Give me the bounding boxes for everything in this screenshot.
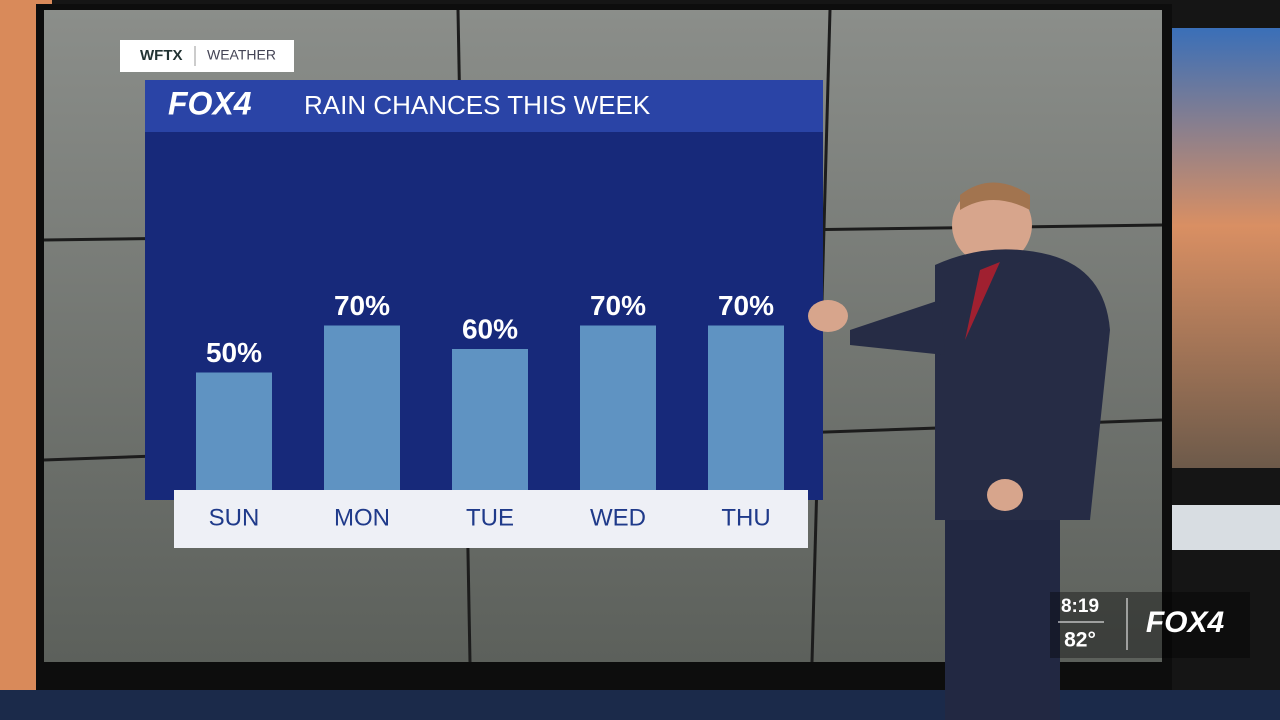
station-name: WFTX	[140, 47, 183, 64]
value-label: 70%	[334, 290, 390, 321]
category-label: WED	[590, 504, 646, 531]
category-label: MON	[334, 504, 390, 531]
category-strip	[174, 490, 808, 548]
bug-temperature: 82°	[1064, 629, 1096, 652]
bar	[708, 325, 784, 490]
bar	[580, 325, 656, 490]
bar	[452, 349, 528, 490]
category-label: TUE	[466, 504, 514, 531]
side-screen	[1166, 28, 1280, 468]
bug-backdrop	[1050, 592, 1250, 658]
floor	[0, 690, 1280, 720]
chart-title: RAIN CHANCES THIS WEEK	[304, 90, 651, 120]
category-label: THU	[721, 504, 770, 531]
value-label: 70%	[718, 290, 774, 321]
station-tag	[120, 40, 294, 72]
value-label: 50%	[206, 337, 262, 368]
section-name: WEATHER	[207, 47, 276, 63]
bar	[196, 372, 272, 490]
presenter	[808, 182, 1110, 720]
category-label: SUN	[209, 504, 260, 531]
header-logo: FOX4	[168, 85, 252, 121]
value-label: 70%	[590, 290, 646, 321]
bug-time: 8:19	[1061, 596, 1099, 617]
side-panel	[1166, 505, 1280, 550]
chart-header	[145, 80, 823, 132]
bar	[324, 325, 400, 490]
value-label: 60%	[462, 313, 518, 344]
bug-logo: FOX4	[1146, 606, 1225, 639]
